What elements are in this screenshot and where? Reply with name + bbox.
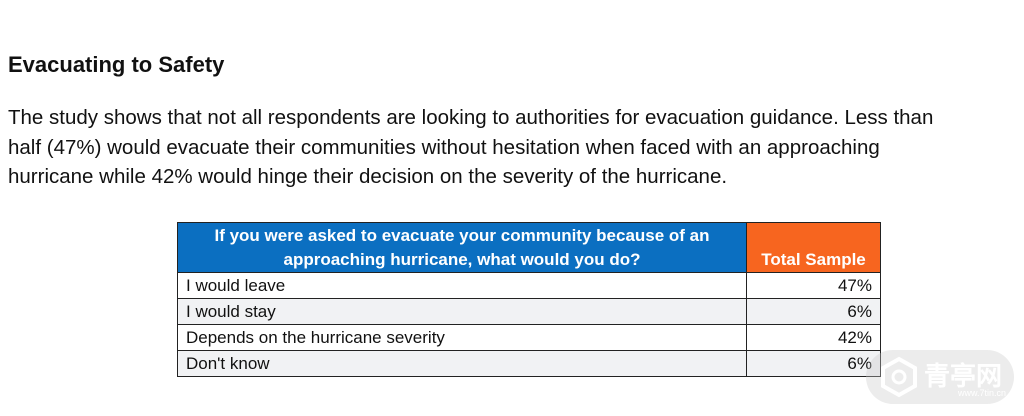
question-header: If you were asked to evacuate your commu… — [177, 222, 747, 273]
answer-cell: I would stay — [177, 298, 747, 325]
table-row: I would stay 6% — [177, 298, 881, 325]
answer-cell: Depends on the hurricane severity — [177, 324, 747, 351]
watermark: 青亭网 www.7tin.cn — [866, 350, 1014, 404]
value-cell: 6% — [746, 298, 881, 325]
value-cell: 6% — [746, 350, 881, 377]
survey-table: If you were asked to evacuate your commu… — [177, 222, 881, 377]
sample-header: Total Sample — [746, 222, 881, 273]
header-row: If you were asked to evacuate your commu… — [177, 222, 881, 273]
paragraph-line: The study shows that not all respondents… — [8, 106, 934, 129]
watermark-url: www.7tin.cn — [958, 388, 1007, 398]
value-cell: 42% — [746, 324, 881, 351]
value-cell: 47% — [746, 272, 881, 299]
answer-cell: Don't know — [177, 350, 747, 377]
answer-cell: I would leave — [177, 272, 747, 299]
paragraph: The study shows that not all respondents… — [8, 103, 933, 192]
paragraph-line: hurricane while 42% would hinge their de… — [8, 165, 728, 188]
watermark-logo — [881, 356, 917, 398]
table-body: I would leave 47% I would stay 6% Depends on… — [177, 272, 881, 377]
table-row: I would leave 47% — [177, 272, 881, 299]
heading: Evacuating to Safety — [8, 52, 225, 77]
table-row: Depends on the hurricane severity 42% — [177, 324, 881, 351]
paragraph-line: half (47%) would evacuate their communit… — [8, 135, 880, 159]
watermark-name: 青亭网 — [924, 361, 1003, 391]
table-row: Don't know 6% — [177, 350, 881, 377]
